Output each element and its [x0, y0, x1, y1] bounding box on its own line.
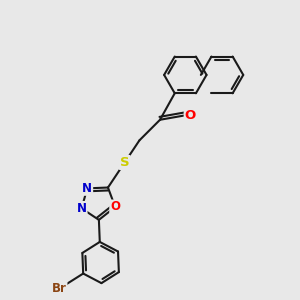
Text: N: N — [76, 202, 87, 215]
Text: Br: Br — [52, 282, 67, 295]
Text: S: S — [120, 156, 130, 169]
Text: O: O — [185, 109, 196, 122]
Text: O: O — [110, 200, 120, 214]
Text: N: N — [82, 182, 92, 195]
